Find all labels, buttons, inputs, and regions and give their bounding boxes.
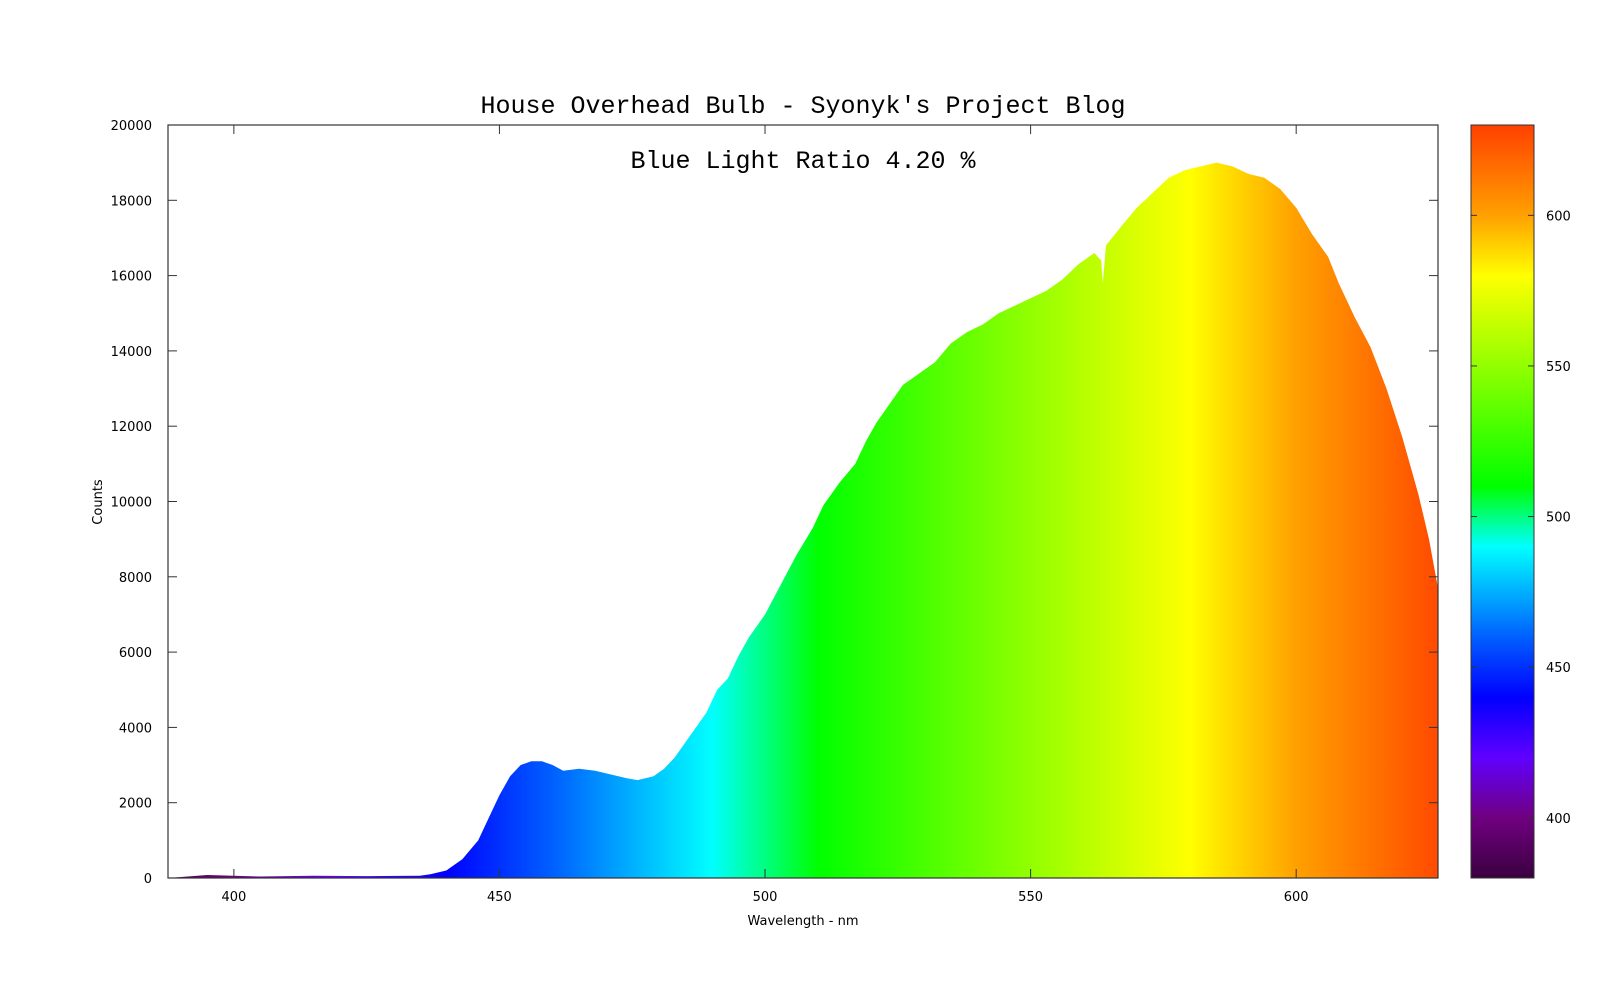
colorbar-tick-label: 550 <box>1546 360 1571 375</box>
x-tick-label: 550 <box>1018 890 1043 905</box>
colorbar: 400 450 500 550 600 <box>1470 124 1571 879</box>
spectrum-area <box>168 162 1438 879</box>
y-tick-label: 8000 <box>119 571 152 586</box>
y-tick-label: 2000 <box>119 797 152 812</box>
annotation-blue-light-ratio: Blue Light Ratio 4.20 % <box>630 147 976 176</box>
colorbar-tick-label: 500 <box>1546 511 1571 526</box>
y-tick-label: 0 <box>144 872 152 887</box>
plot-area <box>167 124 1439 879</box>
x-tick-label: 400 <box>221 890 246 905</box>
colorbar-tick-label: 600 <box>1546 209 1571 224</box>
y-axis-ticks: 0 2000 4000 6000 8000 10000 12000 14000 16000 180… <box>111 119 1438 887</box>
y-tick-label: 6000 <box>119 646 152 661</box>
y-tick-label: 14000 <box>111 345 152 360</box>
colorbar-tick-label: 450 <box>1546 661 1571 676</box>
y-tick-label: 10000 <box>111 496 152 511</box>
x-axis-label: Wavelength - nm <box>748 914 859 929</box>
x-tick-label: 600 <box>1284 890 1309 905</box>
x-tick-label: 450 <box>487 890 512 905</box>
x-axis-ticks: 400 450 500 550 600 <box>221 125 1309 905</box>
y-tick-label: 12000 <box>111 420 152 435</box>
y-tick-label: 18000 <box>111 194 152 209</box>
colorbar-gradient <box>1470 124 1535 879</box>
y-tick-label: 16000 <box>111 270 152 285</box>
y-tick-label: 20000 <box>111 119 152 134</box>
chart-title: House Overhead Bulb - Syonyk's Project B… <box>480 92 1125 121</box>
x-tick-label: 500 <box>753 890 778 905</box>
y-axis-label: Counts <box>91 479 106 525</box>
y-tick-label: 4000 <box>119 721 152 736</box>
colorbar-tick-label: 400 <box>1546 812 1571 827</box>
